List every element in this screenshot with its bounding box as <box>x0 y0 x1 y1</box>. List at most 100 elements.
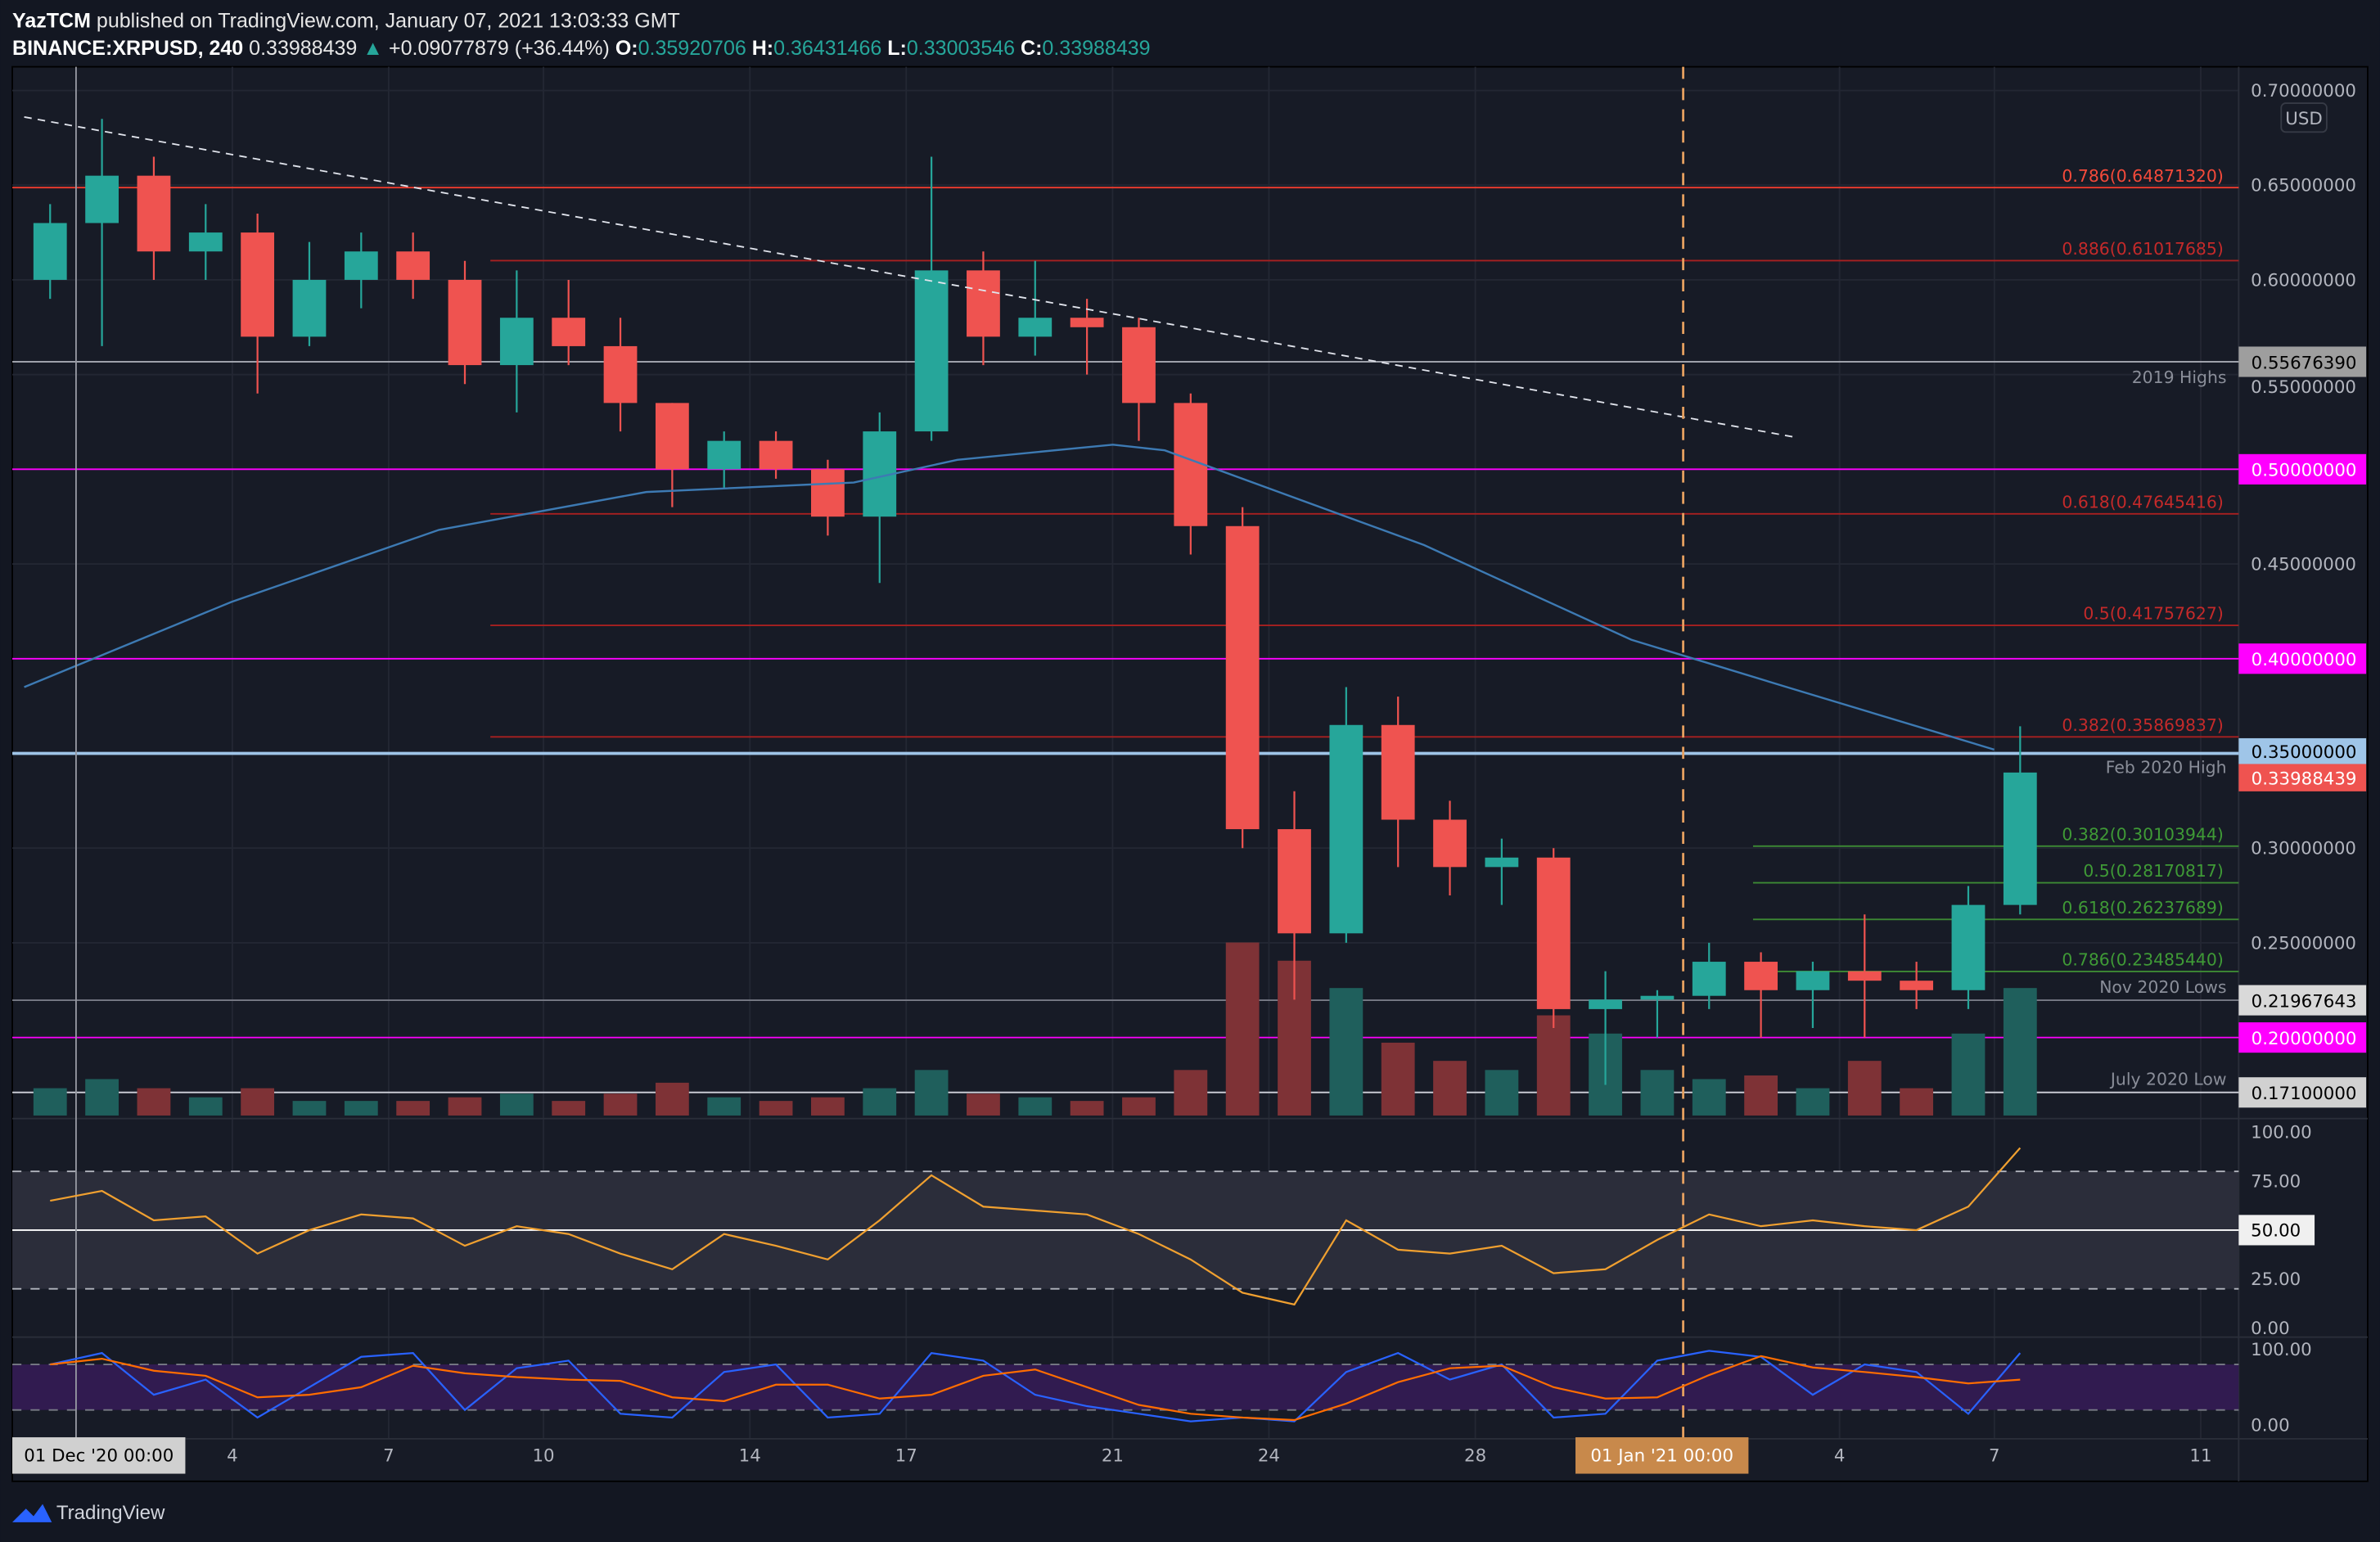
volume-bar <box>863 1088 897 1116</box>
price-label-box <box>2238 643 2367 674</box>
tradingview-logo-icon <box>12 1504 52 1522</box>
candle-body <box>188 232 223 252</box>
candle-body <box>292 279 327 337</box>
last-price-box <box>2238 764 2367 791</box>
candle-body <box>2003 772 2037 905</box>
volume-bar <box>1122 1097 1156 1116</box>
volume-bar <box>1225 942 1260 1116</box>
volume-bars <box>33 942 2037 1116</box>
candle-body <box>552 318 586 346</box>
volume-bar <box>655 1082 689 1116</box>
price-label: 0.21967643 <box>2252 991 2357 1012</box>
candle-body <box>344 251 378 280</box>
volume-bar <box>241 1088 275 1116</box>
price-tick: 0.25000000 <box>2251 933 2356 954</box>
price-tick: 0.45000000 <box>2251 554 2356 575</box>
price-label: 0.35000000 <box>2252 742 2357 763</box>
time-tick: 10 <box>532 1446 554 1467</box>
level-note: Nov 2020 Lows <box>2099 977 2226 997</box>
volume-bar <box>85 1079 119 1116</box>
price-label-box <box>2238 737 2367 764</box>
stoch-d-line <box>50 1355 2021 1422</box>
candle-body <box>1381 724 1415 820</box>
moving-average-line <box>24 444 1995 751</box>
candle-body <box>1536 857 1571 1009</box>
stoch-tick: 0.00 <box>2251 1416 2289 1436</box>
time-label-box <box>12 1437 186 1474</box>
price-tick: 0.70000000 <box>2251 81 2356 101</box>
volume-bar <box>1796 1088 1830 1116</box>
candle-body <box>1070 318 1104 327</box>
volume-bar <box>292 1101 327 1116</box>
fib-level-label: 0.786(0.23485440) <box>2062 950 2223 970</box>
time-tick: 4 <box>1834 1446 1846 1467</box>
volume-bar <box>1485 1070 1519 1116</box>
time-tick: 21 <box>1102 1446 1124 1467</box>
last-price-label: 0.33988439 <box>2252 769 2357 790</box>
horizontal-levels: 2019 Highs Feb 2020 High Nov 2020 Lows July… <box>12 166 2239 1093</box>
candle-body <box>1847 971 1882 981</box>
volume-bar <box>811 1097 845 1116</box>
volume-bar <box>552 1101 586 1116</box>
candle-body <box>33 223 67 280</box>
volume-bar <box>914 1070 949 1116</box>
candle-body <box>811 469 845 517</box>
time-tick: 7 <box>1989 1446 2000 1467</box>
time-tick: 28 <box>1464 1446 1486 1467</box>
time-tick: 7 <box>383 1446 394 1467</box>
fib-level-label: 0.382(0.30103944) <box>2062 824 2223 844</box>
candle-body <box>1796 971 1830 990</box>
currency-label: USD <box>2285 109 2323 129</box>
candle-body <box>1433 819 1467 868</box>
price-label: 0.50000000 <box>2252 461 2357 481</box>
time-label-box <box>1575 1437 1749 1474</box>
candle-body <box>1018 318 1053 337</box>
volume-bar <box>1329 988 1364 1116</box>
level-note: Feb 2020 High <box>2106 758 2227 778</box>
candle-body <box>1485 857 1519 868</box>
price-tick: 0.30000000 <box>2251 839 2356 859</box>
volume-bar <box>396 1101 430 1116</box>
overlays <box>24 66 2022 1439</box>
volume-bar <box>1536 1015 1571 1116</box>
candle-body <box>759 440 793 470</box>
publish-line: YazTCM published on TradingView.com, Jan… <box>12 9 680 32</box>
time-tick: 17 <box>895 1446 917 1467</box>
volume-bar <box>1951 1033 1986 1116</box>
volume-bar <box>1381 1042 1415 1116</box>
volume-bar <box>1640 1070 1675 1116</box>
volume-bar <box>448 1097 482 1116</box>
price-label-box <box>2238 1022 2367 1053</box>
fib-level-label: 0.786(0.64871320) <box>2062 166 2223 186</box>
price-tick: 0.60000000 <box>2251 270 2356 291</box>
price-label-box <box>2238 453 2367 485</box>
candle-body <box>967 270 1000 337</box>
currency-button[interactable] <box>2280 102 2328 133</box>
volume-bar <box>499 1093 534 1116</box>
rsi-line <box>50 1147 2022 1306</box>
candle-body <box>1122 327 1156 404</box>
candle-body <box>1744 962 1778 990</box>
candle-body <box>1640 995 1675 1000</box>
volume-bar <box>1018 1097 1053 1116</box>
volume-bar <box>33 1088 67 1116</box>
fib-level-label: 0.382(0.35869837) <box>2062 715 2223 735</box>
level-note: 2019 Highs <box>2132 367 2227 387</box>
volume-bar <box>1692 1079 1726 1116</box>
fib-level-label: 0.618(0.26237689) <box>2062 898 2223 918</box>
volume-bar <box>1744 1075 1778 1116</box>
time-label: 01 Dec '20 00:00 <box>24 1446 174 1467</box>
rsi-tick: 100.00 <box>2251 1123 2312 1143</box>
price-label: 0.40000000 <box>2252 650 2357 670</box>
volume-bar <box>967 1093 1000 1116</box>
candle-body <box>448 279 482 366</box>
candle-body <box>85 175 119 223</box>
volume-bar <box>137 1088 171 1116</box>
tradingview-logo: TradingView <box>12 1502 165 1524</box>
fib-level-label: 0.5(0.41757627) <box>2083 604 2223 624</box>
candle-body <box>1278 829 1311 934</box>
candle-body <box>707 440 741 470</box>
time-tick: 14 <box>739 1446 761 1467</box>
volume-bar <box>603 1093 638 1116</box>
